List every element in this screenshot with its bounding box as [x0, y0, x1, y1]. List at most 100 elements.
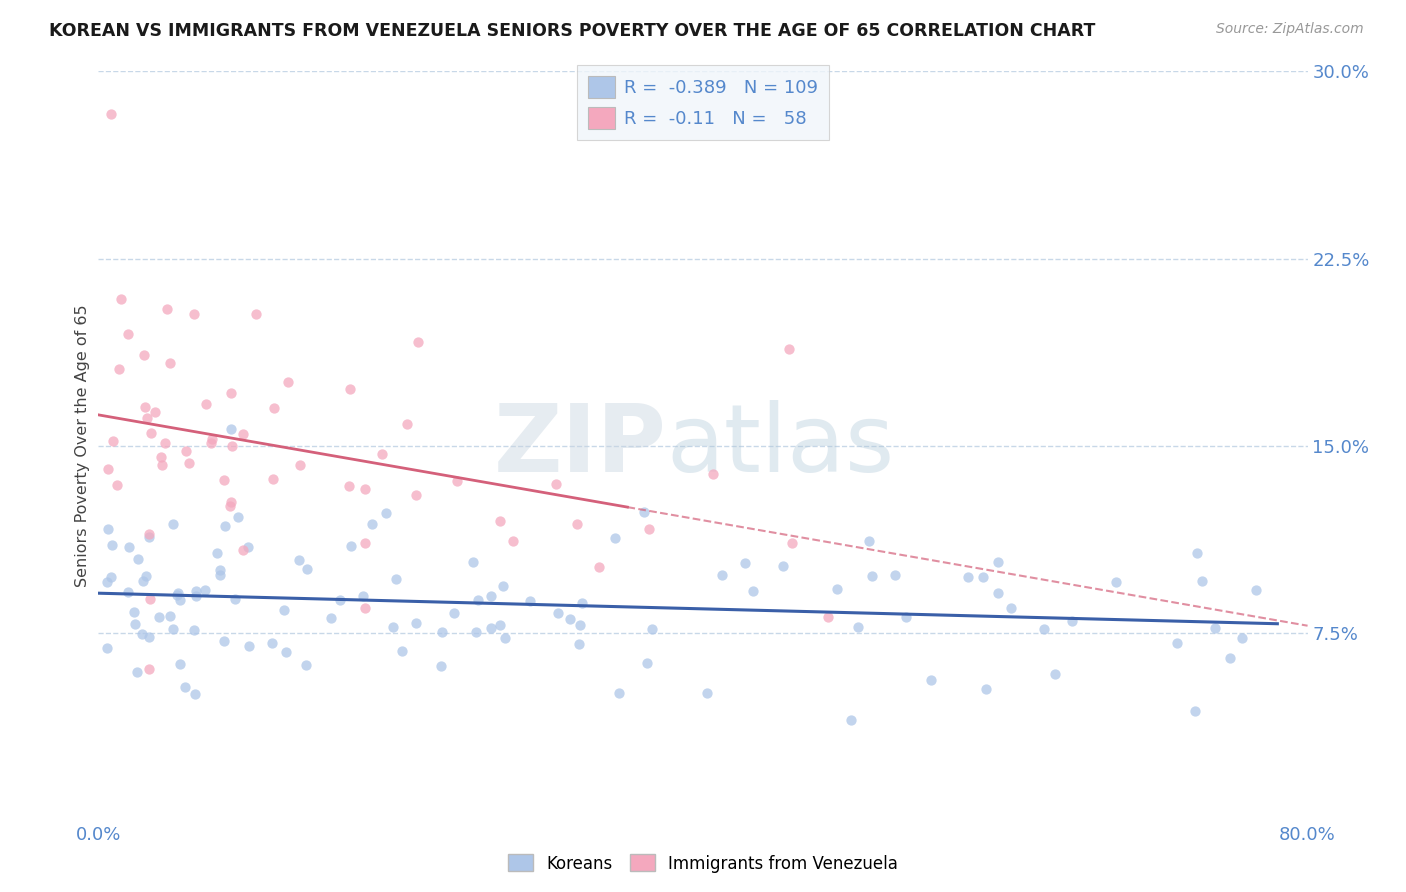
Point [162, 623, 184, 637]
Point [105, 477, 128, 491]
Point [858, 534, 880, 549]
Point [741, 584, 763, 599]
Point [207, 546, 229, 560]
Point [565, 517, 588, 532]
Point [375, 506, 398, 520]
Point [1043, 666, 1066, 681]
Point [138, 630, 160, 644]
Point [956, 570, 979, 584]
Point [782, 536, 804, 550]
Point [972, 570, 994, 584]
Text: ZIP: ZIP [494, 400, 666, 492]
Point [1166, 636, 1188, 650]
Point [221, 385, 243, 400]
Point [391, 644, 413, 658]
Point [544, 477, 567, 491]
Point [138, 530, 160, 544]
Point [159, 356, 181, 370]
Point [894, 610, 917, 624]
Point [1033, 623, 1056, 637]
Point [166, 588, 188, 602]
Point [976, 682, 998, 697]
Point [492, 578, 515, 592]
Point [609, 686, 631, 700]
Point [360, 517, 382, 532]
Point [1191, 574, 1213, 588]
Point [263, 401, 285, 416]
Point [97, 522, 120, 536]
Point [405, 488, 427, 502]
Point [143, 405, 166, 419]
Point [118, 540, 141, 554]
Point [987, 586, 1010, 600]
Point [488, 618, 510, 632]
Point [174, 680, 197, 694]
Point [479, 589, 502, 603]
Point [329, 593, 352, 607]
Point [825, 582, 848, 597]
Point [353, 536, 375, 550]
Point [710, 568, 733, 582]
Point [502, 533, 524, 548]
Point [224, 592, 246, 607]
Point [245, 307, 267, 321]
Point [817, 609, 839, 624]
Text: KOREAN VS IMMIGRANTS FROM VENEZUELA SENIORS POVERTY OVER THE AGE OF 65 CORRELATI: KOREAN VS IMMIGRANTS FROM VENEZUELA SENI… [49, 22, 1095, 40]
Point [860, 569, 883, 583]
Point [288, 553, 311, 567]
Point [568, 636, 591, 650]
Point [156, 301, 179, 316]
Point [176, 444, 198, 458]
Point [636, 657, 658, 671]
Point [464, 625, 486, 640]
Point [108, 361, 131, 376]
Point [97, 462, 120, 476]
Point [1184, 704, 1206, 718]
Point [883, 567, 905, 582]
Point [134, 400, 156, 414]
Point [337, 479, 360, 493]
Point [131, 574, 153, 588]
Point [194, 583, 217, 598]
Point [260, 636, 283, 650]
Point [134, 348, 156, 362]
Point [201, 432, 224, 446]
Point [96, 640, 118, 655]
Point [479, 621, 502, 635]
Point [125, 665, 148, 680]
Point [100, 570, 122, 584]
Y-axis label: Seniors Poverty Over the Age of 65: Seniors Poverty Over the Age of 65 [75, 305, 90, 587]
Point [273, 603, 295, 617]
Point [162, 516, 184, 531]
Legend: Koreans, Immigrants from Venezuela: Koreans, Immigrants from Venezuela [502, 847, 904, 880]
Point [148, 610, 170, 624]
Point [232, 426, 254, 441]
Point [430, 659, 453, 673]
Point [461, 555, 484, 569]
Point [179, 456, 201, 470]
Point [262, 472, 284, 486]
Point [186, 583, 208, 598]
Point [153, 435, 176, 450]
Point [288, 458, 311, 473]
Point [219, 500, 242, 514]
Point [150, 458, 173, 473]
Point [339, 539, 361, 553]
Point [638, 522, 661, 536]
Point [633, 505, 655, 519]
Point [432, 625, 454, 640]
Point [1060, 615, 1083, 629]
Point [238, 639, 260, 653]
Point [839, 713, 862, 727]
Point [295, 562, 318, 576]
Point [159, 608, 181, 623]
Point [101, 538, 124, 552]
Point [920, 673, 942, 687]
Point [226, 510, 249, 524]
Point [184, 687, 207, 701]
Point [221, 421, 243, 435]
Point [96, 574, 118, 589]
Point [136, 411, 159, 425]
Point [167, 585, 190, 599]
Point [183, 623, 205, 637]
